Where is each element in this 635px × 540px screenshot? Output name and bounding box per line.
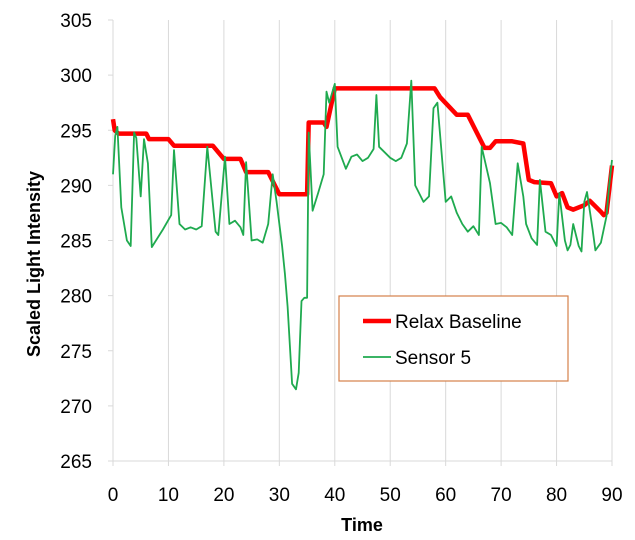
- y-axis-title: Scaled Light Intensity: [24, 171, 44, 357]
- legend-label-2: Sensor 5: [395, 348, 471, 369]
- y-tick-label: 295: [60, 121, 92, 142]
- axes: [108, 19, 613, 466]
- x-tick-label: 70: [491, 485, 512, 506]
- x-axis-title: Time: [341, 515, 383, 535]
- y-tick-label: 275: [60, 342, 92, 363]
- x-tick-label: 30: [269, 485, 290, 506]
- y-tick-label: 285: [60, 232, 92, 253]
- y-tick-label: 280: [60, 287, 92, 308]
- x-tick-label: 60: [435, 485, 456, 506]
- y-tick-label: 265: [60, 452, 92, 473]
- series-line-1: [110, 86, 615, 218]
- x-tick-label: 90: [601, 485, 622, 506]
- x-tick-label: 20: [213, 485, 234, 506]
- tick-labels: 0 10 20 30 40 50 60 70 80 90 265 270 275 280 285 290 295…: [60, 11, 622, 506]
- x-tick-label: 50: [380, 485, 401, 506]
- x-tick-label: 10: [158, 485, 179, 506]
- legend-box: [338, 295, 569, 382]
- series-lines: [110, 79, 615, 391]
- legend-label-1: Relax Baseline: [395, 312, 522, 333]
- y-tick-label: 305: [60, 11, 92, 32]
- x-tick-label: 40: [324, 485, 345, 506]
- series-line-2: [112, 79, 613, 391]
- y-tick-label: 300: [60, 66, 92, 87]
- y-tick-label: 290: [60, 176, 92, 197]
- legend: Relax Baseline Sensor 5: [338, 295, 569, 382]
- x-tick-label: 80: [546, 485, 567, 506]
- x-tick-label: 0: [108, 485, 119, 506]
- y-tick-label: 270: [60, 397, 92, 418]
